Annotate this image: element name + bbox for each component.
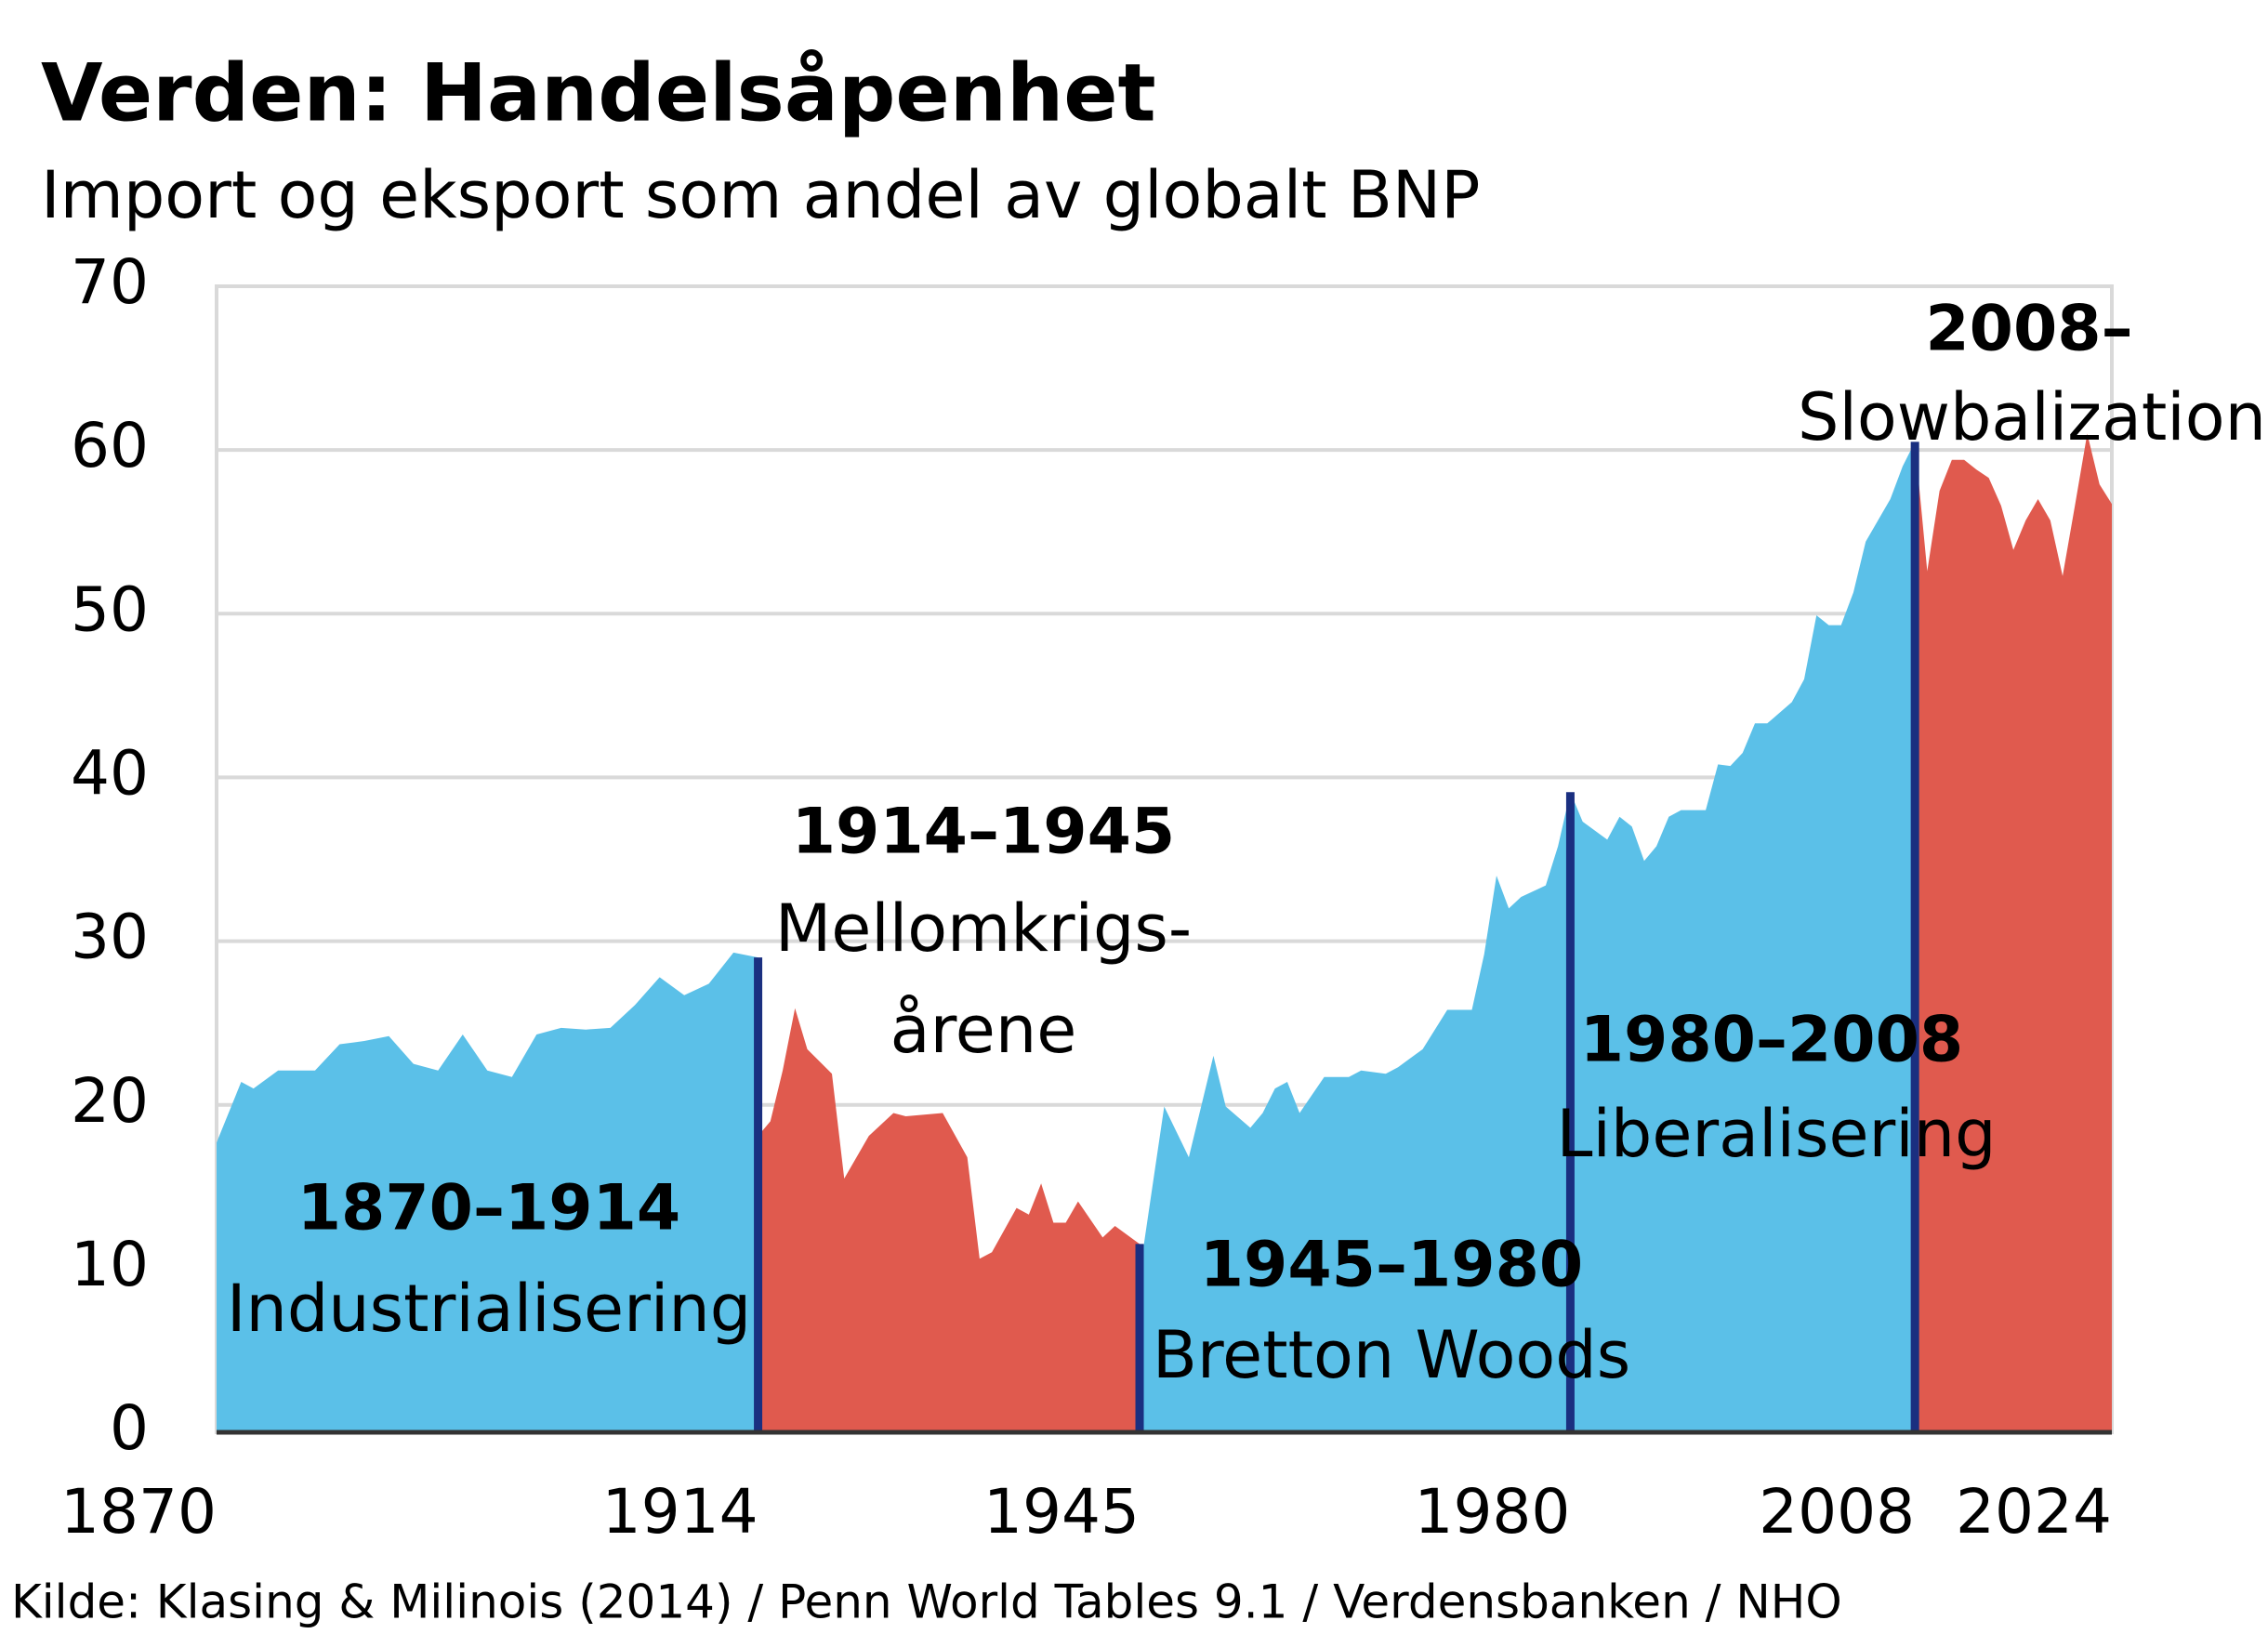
era-area — [758, 1008, 1141, 1432]
chart-title: Verden: Handelsåpenhet — [41, 46, 1156, 139]
era-label: Industrialisering — [227, 1271, 751, 1347]
era-period: 1870–1914 — [297, 1172, 681, 1245]
era-label: Mellomkrigs- — [775, 890, 1192, 967]
source-note: Kilde: Klasing & Milinois (2014) / Penn … — [11, 1575, 1842, 1629]
era-area — [1140, 792, 1571, 1432]
era-period: 1980–2008 — [1580, 1004, 1964, 1077]
era-area — [1915, 433, 2112, 1432]
y-tick-label: 50 — [71, 573, 149, 645]
y-tick-label: 30 — [71, 902, 149, 973]
x-tick-label: 2008 — [1759, 1476, 1915, 1548]
y-tick-label: 10 — [71, 1229, 149, 1300]
y-tick-label: 40 — [71, 737, 149, 809]
y-tick-label: 20 — [71, 1065, 149, 1137]
era-label: Slowbalization — [1798, 379, 2266, 455]
era-label: årene — [890, 992, 1077, 1068]
era-period: 1945–1980 — [1200, 1229, 1584, 1302]
x-tick-label: 1980 — [1414, 1476, 1570, 1548]
era-label: Bretton Woods — [1153, 1317, 1630, 1393]
x-tick-label: 1870 — [60, 1476, 217, 1548]
y-tick-label: 60 — [71, 410, 149, 481]
era-area — [1570, 441, 1916, 1433]
era-period: 1914–1945 — [792, 796, 1176, 869]
x-tick-label: 1945 — [983, 1476, 1140, 1548]
y-tick-label: 70 — [71, 246, 149, 318]
era-period: 2008– — [1925, 293, 2132, 366]
chart-subtitle: Import og eksport som andel av globalt B… — [41, 157, 1480, 233]
era-label: Liberalisering — [1556, 1096, 1996, 1172]
x-tick-label: 2024 — [1956, 1476, 2112, 1548]
x-tick-label: 1914 — [602, 1476, 758, 1548]
y-tick-label: 0 — [110, 1392, 149, 1464]
era-area — [217, 952, 758, 1432]
